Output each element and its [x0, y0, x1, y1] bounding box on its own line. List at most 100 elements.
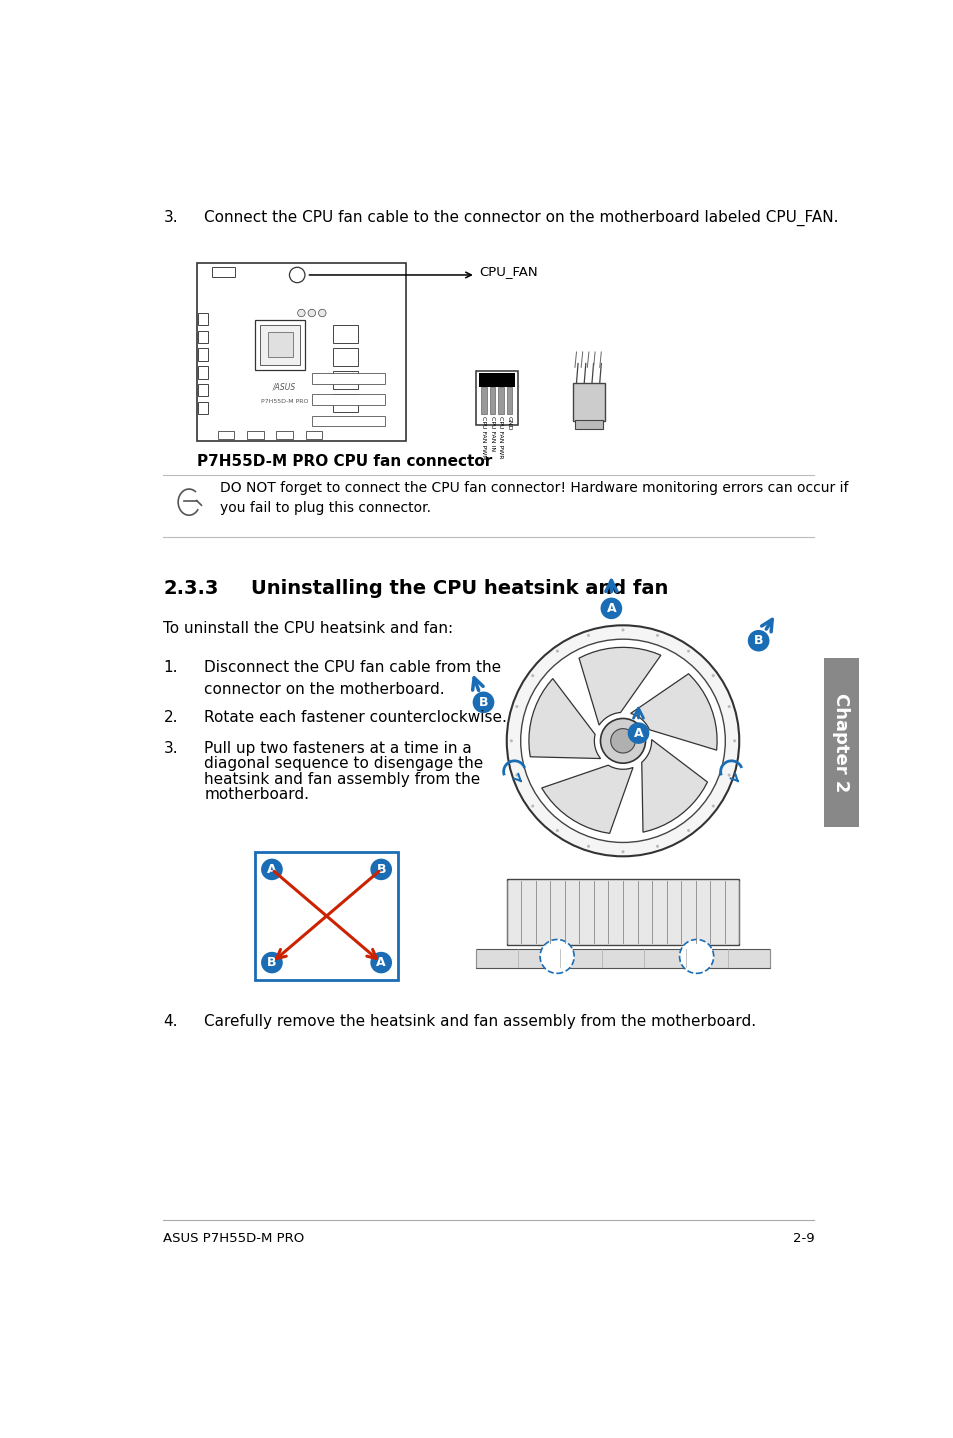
Circle shape	[732, 739, 736, 742]
Bar	[489, 387, 495, 414]
Text: P7H55D-M PRO: P7H55D-M PRO	[260, 400, 308, 404]
Text: Disconnect the CPU fan cable from the
connector on the motherboard.: Disconnect the CPU fan cable from the co…	[204, 660, 501, 697]
Bar	[198, 313, 208, 325]
Bar	[255, 321, 305, 370]
Text: Chapter 2: Chapter 2	[831, 693, 849, 792]
Bar	[198, 367, 208, 378]
Circle shape	[747, 630, 769, 651]
Bar	[217, 431, 234, 439]
Bar	[198, 401, 208, 414]
Circle shape	[620, 850, 624, 853]
Circle shape	[515, 774, 517, 777]
Circle shape	[506, 626, 739, 856]
Text: /ASUS: /ASUS	[273, 383, 296, 393]
Text: P7H55D-M PRO CPU fan connector: P7H55D-M PRO CPU fan connector	[196, 454, 492, 469]
Text: heatsink and fan assembly from the: heatsink and fan assembly from the	[204, 772, 480, 787]
Bar	[276, 431, 293, 439]
Text: CPU FAN PWR: CPU FAN PWR	[497, 416, 502, 459]
Circle shape	[586, 634, 590, 637]
Circle shape	[679, 939, 713, 974]
Bar	[506, 387, 512, 414]
Text: B: B	[376, 863, 386, 876]
Text: GND: GND	[506, 416, 511, 430]
Text: A: A	[267, 863, 276, 876]
Bar	[333, 394, 357, 413]
Circle shape	[531, 804, 534, 808]
Circle shape	[515, 705, 517, 707]
Circle shape	[599, 598, 621, 620]
Text: A: A	[376, 956, 386, 969]
Circle shape	[370, 858, 392, 880]
Text: 2.: 2.	[163, 710, 178, 725]
Text: Rotate each fastener counterclockwise.: Rotate each fastener counterclockwise.	[204, 710, 507, 725]
Circle shape	[556, 650, 558, 653]
Bar	[198, 384, 208, 397]
Bar	[254, 853, 397, 979]
Text: diagonal sequence to disengage the: diagonal sequence to disengage the	[204, 756, 483, 771]
Text: B: B	[267, 956, 276, 969]
Circle shape	[586, 844, 590, 848]
Polygon shape	[641, 739, 707, 833]
Text: A: A	[606, 603, 616, 615]
Text: 2.3.3: 2.3.3	[163, 580, 218, 598]
Circle shape	[686, 828, 689, 833]
Circle shape	[308, 309, 315, 316]
Circle shape	[556, 828, 558, 833]
Circle shape	[289, 267, 305, 283]
Bar	[476, 949, 769, 968]
Bar	[268, 332, 293, 357]
Text: To uninstall the CPU heatsink and fan:: To uninstall the CPU heatsink and fan:	[163, 621, 453, 637]
Text: B: B	[753, 634, 762, 647]
Circle shape	[297, 309, 305, 316]
Circle shape	[610, 729, 635, 754]
Circle shape	[261, 952, 282, 974]
Text: A: A	[633, 726, 642, 739]
Circle shape	[261, 858, 282, 880]
Text: 2-9: 2-9	[792, 1232, 814, 1245]
Circle shape	[627, 722, 649, 743]
Bar	[333, 371, 357, 390]
Bar	[333, 348, 357, 367]
Polygon shape	[630, 674, 717, 751]
Circle shape	[370, 952, 392, 974]
Circle shape	[686, 650, 689, 653]
Bar	[312, 416, 385, 426]
Bar	[497, 387, 503, 414]
Bar	[572, 383, 604, 421]
Text: B: B	[478, 696, 488, 709]
Text: 1.: 1.	[163, 660, 178, 674]
Circle shape	[656, 634, 659, 637]
Bar	[480, 387, 486, 414]
Circle shape	[318, 309, 326, 316]
Text: CPU FAN IN: CPU FAN IN	[489, 416, 494, 452]
Text: 3.: 3.	[163, 210, 178, 224]
Text: Carefully remove the heatsink and fan assembly from the motherboard.: Carefully remove the heatsink and fan as…	[204, 1014, 756, 1030]
Text: 4.: 4.	[163, 1014, 178, 1030]
Circle shape	[531, 674, 534, 677]
Polygon shape	[578, 647, 660, 725]
Circle shape	[711, 674, 714, 677]
Text: Connect the CPU fan cable to the connector on the motherboard labeled CPU_FAN.: Connect the CPU fan cable to the connect…	[204, 210, 838, 226]
Bar	[260, 325, 300, 365]
Bar	[333, 325, 357, 344]
Text: ASUS P7H55D-M PRO: ASUS P7H55D-M PRO	[163, 1232, 304, 1245]
Polygon shape	[541, 765, 633, 834]
Bar	[305, 431, 322, 439]
Bar	[575, 420, 602, 429]
Bar	[247, 431, 263, 439]
Circle shape	[472, 692, 494, 713]
Circle shape	[727, 705, 730, 707]
Circle shape	[599, 719, 645, 764]
Text: motherboard.: motherboard.	[204, 787, 309, 802]
Circle shape	[539, 939, 574, 974]
Bar	[822, 657, 858, 827]
Bar	[198, 348, 208, 361]
Circle shape	[620, 628, 624, 631]
Bar	[198, 331, 208, 344]
Bar	[478, 372, 515, 387]
Circle shape	[711, 804, 714, 808]
Circle shape	[520, 638, 724, 843]
Polygon shape	[528, 679, 600, 758]
Circle shape	[656, 844, 659, 848]
Circle shape	[727, 774, 730, 777]
